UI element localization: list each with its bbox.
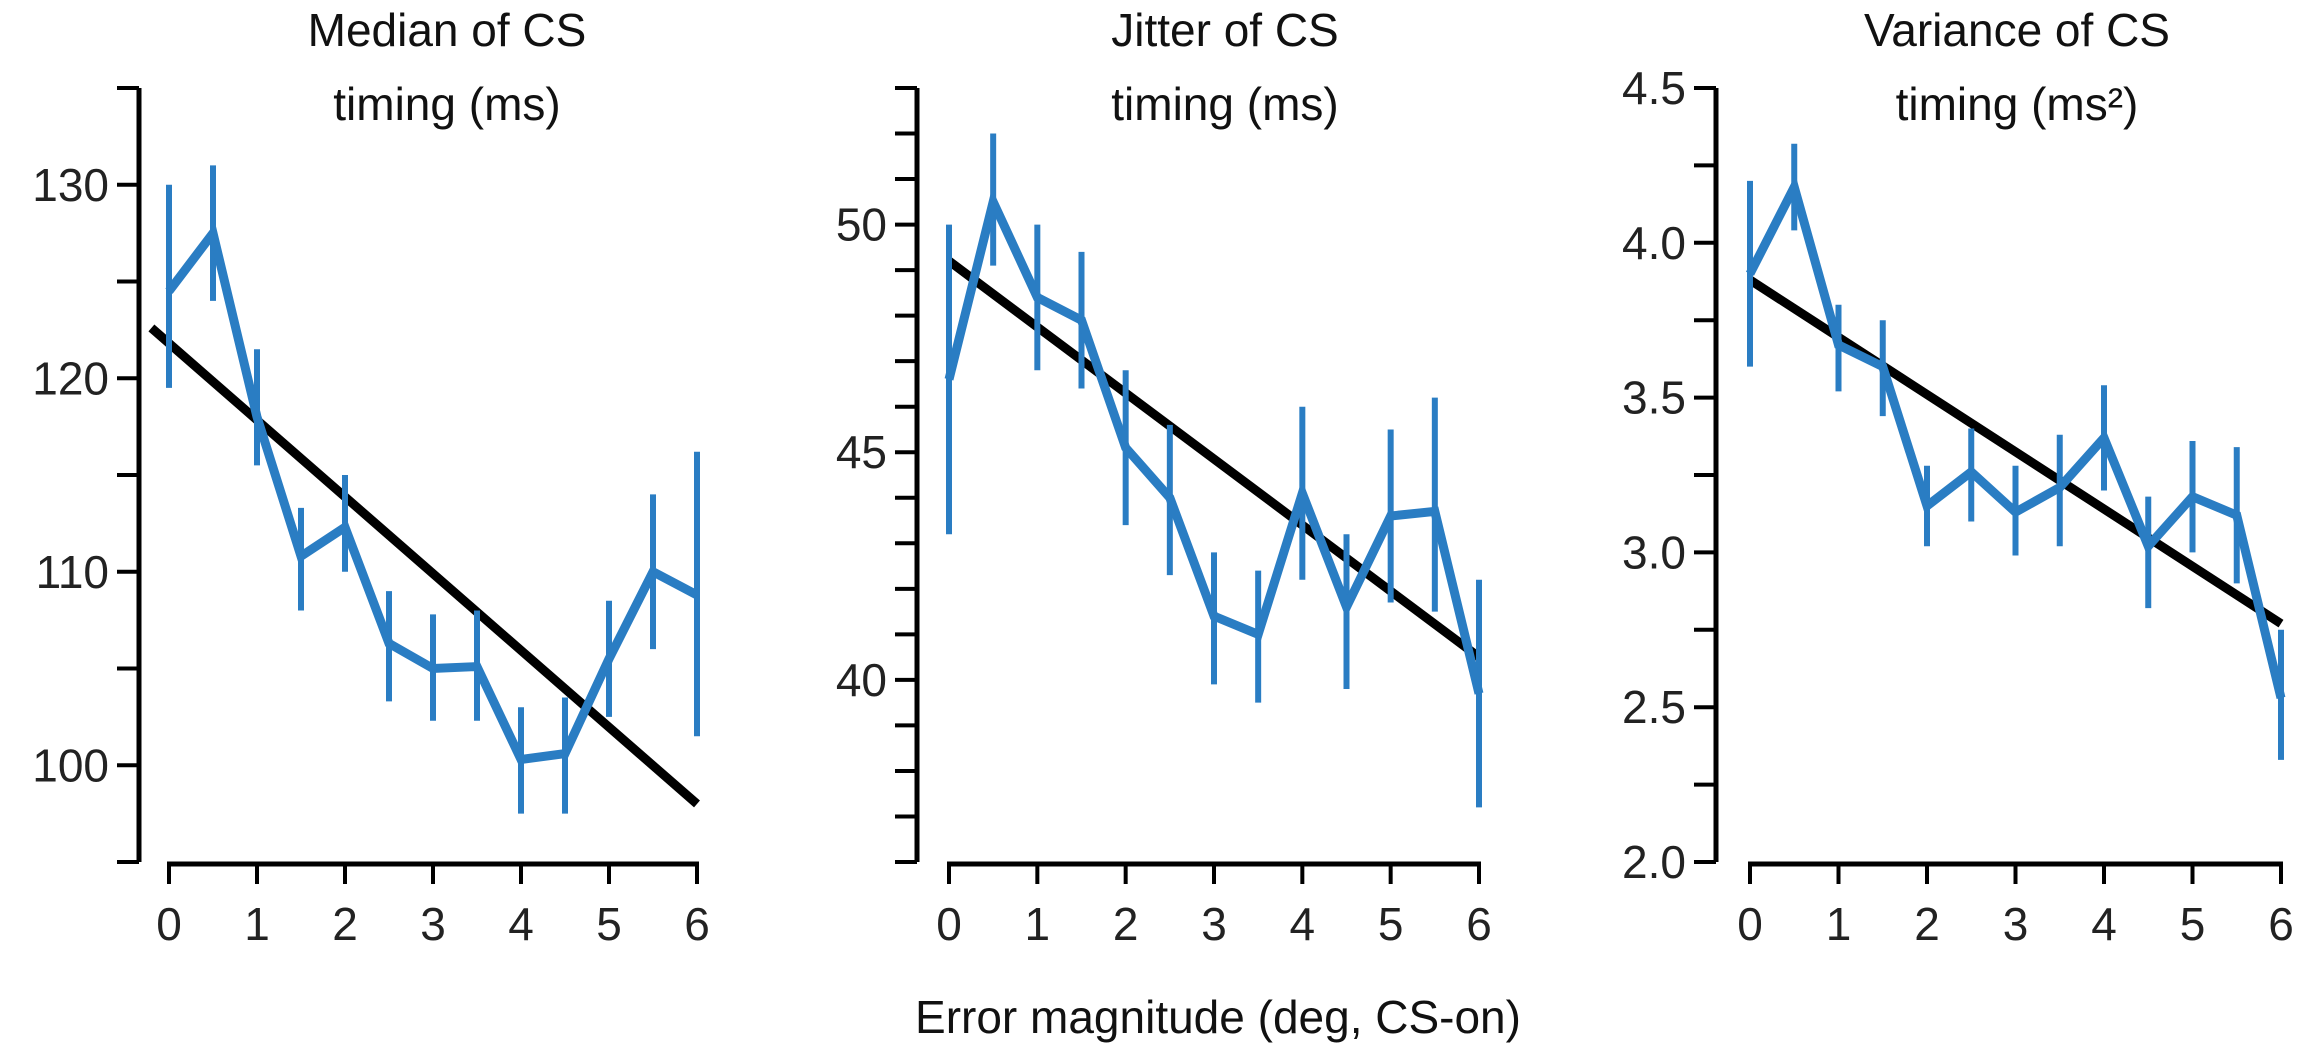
y-tick-label: 120 <box>32 352 109 404</box>
y-tick-label: 4.0 <box>1622 217 1686 269</box>
panel-title-line: Median of CS <box>308 4 587 56</box>
y-tick-label: 45 <box>836 426 887 478</box>
x-tick-label: 1 <box>1826 898 1852 950</box>
mean-line <box>944 188 1484 695</box>
mean-line <box>1745 174 2286 699</box>
panel-title-line: Variance of CS <box>1864 4 2170 56</box>
x-tick-label: 5 <box>2180 898 2206 950</box>
x-tick-label: 6 <box>1466 898 1492 950</box>
x-tick-label: 4 <box>1290 898 1316 950</box>
y-tick-label: 130 <box>32 159 109 211</box>
x-tick-label: 2 <box>1914 898 1940 950</box>
y-tick-label: 40 <box>836 654 887 706</box>
x-tick-label: 2 <box>1113 898 1139 950</box>
panel-1: Median of CS timing (ms) 100 110 120 130 0 1 2 3 4… <box>32 4 710 950</box>
x-tick-label: 4 <box>508 898 534 950</box>
x-tick-label: 6 <box>684 898 710 950</box>
y-tick-label: 50 <box>836 199 887 251</box>
y-tick-label: 2.0 <box>1622 836 1686 888</box>
x-tick-label: 1 <box>1025 898 1051 950</box>
y-tick-label: 100 <box>32 739 109 791</box>
panel-title-line: Jitter of CS <box>1111 4 1339 56</box>
y-tick-label: 3.5 <box>1622 372 1686 424</box>
y-tick-label: 3.0 <box>1622 526 1686 578</box>
panel-3: Variance of CS timing (ms²) 2.0 2.5 3.0 3.5 4.… <box>1622 4 2294 950</box>
linear-fit-line <box>1747 276 2284 628</box>
x-tick-label: 3 <box>1201 898 1227 950</box>
x-tick-label: 0 <box>1737 898 1763 950</box>
panel-title-line: timing (ms²) <box>1896 78 2139 130</box>
x-tick-label: 3 <box>2003 898 2029 950</box>
x-tick-label: 3 <box>420 898 446 950</box>
panel-title-line: timing (ms) <box>333 78 560 130</box>
x-tick-label: 5 <box>1378 898 1404 950</box>
y-tick-label: 2.5 <box>1622 681 1686 733</box>
x-tick-label: 1 <box>244 898 270 950</box>
y-tick-label: 4.5 <box>1622 62 1686 114</box>
x-tick-label: 0 <box>156 898 182 950</box>
panel-title-line: timing (ms) <box>1111 78 1338 130</box>
shared-x-axis-label: Error magnitude (deg, CS-on) <box>915 991 1521 1043</box>
x-tick-label: 2 <box>332 898 358 950</box>
x-tick-label: 4 <box>2091 898 2117 950</box>
x-tick-label: 6 <box>2268 898 2294 950</box>
linear-fit-line <box>148 324 700 808</box>
x-tick-label: 0 <box>936 898 962 950</box>
y-tick-label: 110 <box>36 546 109 598</box>
x-tick-label: 5 <box>596 898 622 950</box>
